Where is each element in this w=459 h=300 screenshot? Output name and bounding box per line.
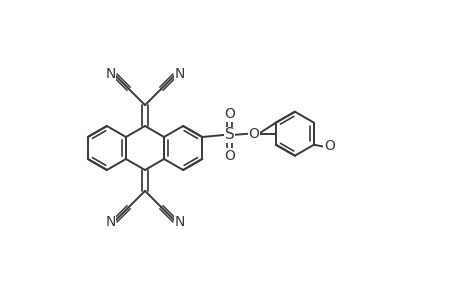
Text: N: N: [174, 215, 185, 230]
Text: O: O: [248, 127, 259, 141]
Text: N: N: [174, 67, 185, 80]
Text: S: S: [224, 127, 234, 142]
Text: O: O: [323, 139, 334, 153]
Text: O: O: [224, 148, 235, 163]
Text: N: N: [105, 215, 115, 230]
Text: N: N: [105, 67, 115, 80]
Text: O: O: [224, 107, 235, 121]
